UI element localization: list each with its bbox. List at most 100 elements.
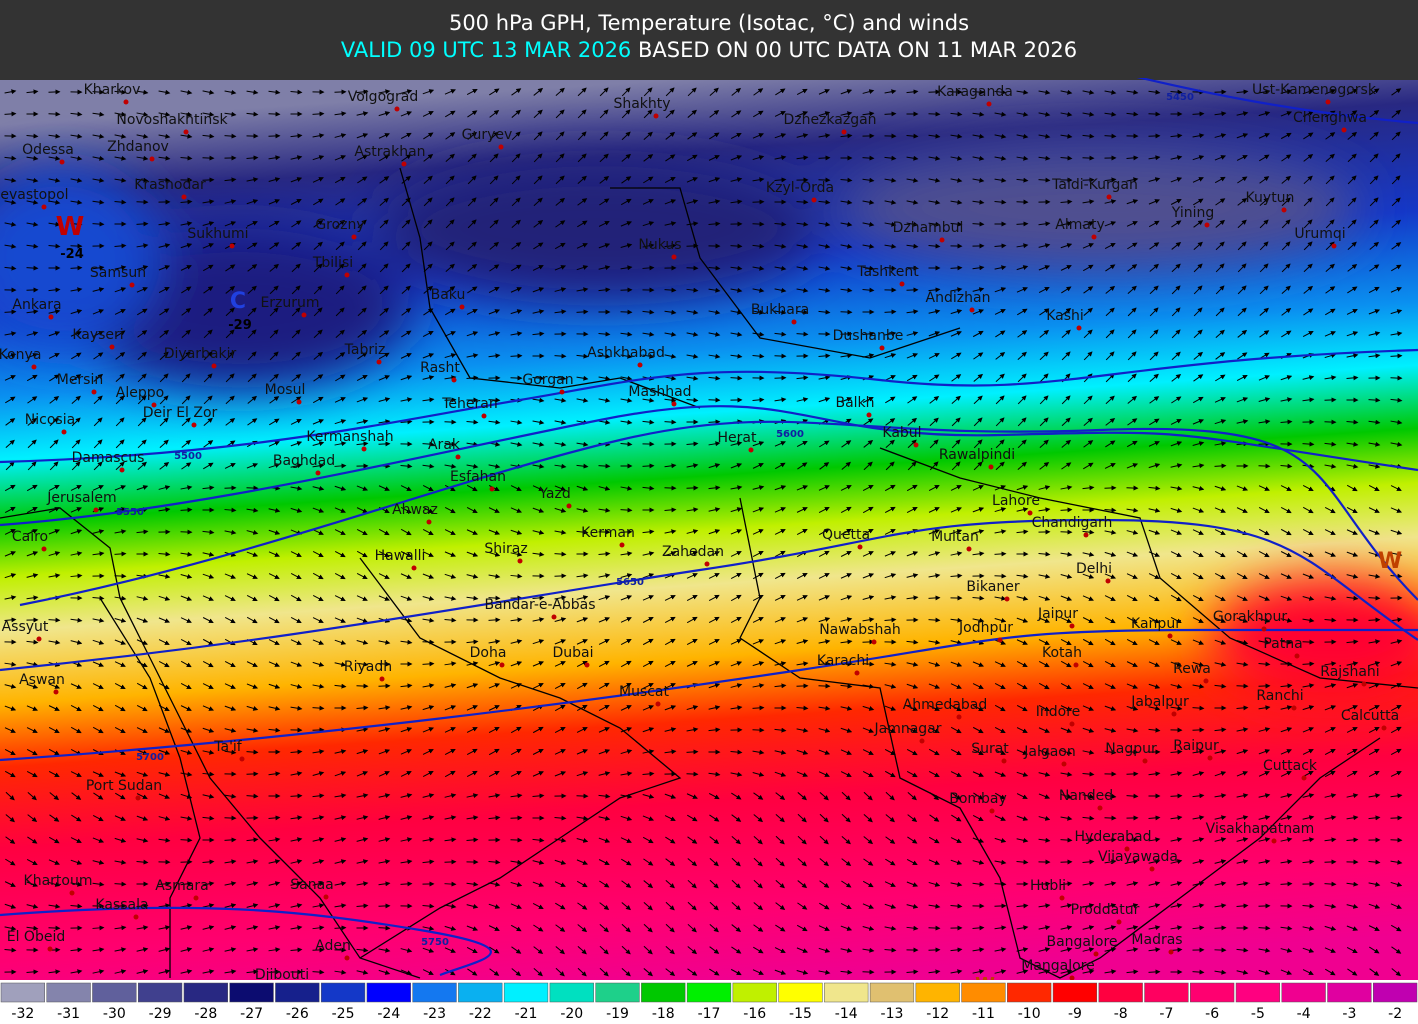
- wind-arrow: [114, 155, 127, 161]
- wind-arrow: [70, 177, 83, 183]
- wind-arrow: [752, 265, 765, 271]
- wind-arrow: [774, 111, 786, 117]
- wind-arrow: [467, 175, 477, 185]
- wind-arrow: [224, 221, 237, 227]
- wind-arrow: [1016, 89, 1029, 95]
- wind-arrow: [1369, 131, 1379, 141]
- city-dot: [181, 194, 187, 200]
- wind-arrow: [708, 155, 720, 161]
- wind-arrow: [489, 110, 500, 118]
- city-label: Hawalli: [375, 548, 426, 564]
- wind-arrow: [577, 131, 587, 141]
- wind-arrow: [378, 111, 391, 117]
- wind-arrow: [730, 265, 743, 271]
- legend-label: -16: [743, 1006, 766, 1022]
- wind-arrow: [202, 221, 215, 227]
- wind-arrow: [26, 265, 39, 271]
- wind-arrow: [752, 177, 765, 183]
- wind-arrow: [26, 133, 39, 139]
- wind-arrow: [1038, 133, 1051, 139]
- wind-arrow: [533, 242, 544, 250]
- city-label: Madras: [1131, 932, 1182, 948]
- legend-swatch: [412, 982, 457, 1003]
- city-dot: [986, 101, 992, 107]
- city-dot: [48, 314, 54, 320]
- legend-label: -30: [103, 1006, 126, 1022]
- wind-arrow: [928, 243, 941, 249]
- wind-arrow: [268, 220, 280, 228]
- wind-arrow: [906, 89, 919, 95]
- wind-arrow: [379, 219, 389, 229]
- city-dot: [451, 377, 457, 383]
- wind-arrow: [423, 175, 433, 185]
- wind-arrow: [335, 219, 345, 228]
- wind-arrow: [334, 176, 346, 184]
- legend-swatch: [1007, 982, 1052, 1003]
- wind-arrow: [290, 89, 303, 95]
- wind-arrow: [379, 263, 389, 273]
- wind-arrow: [532, 265, 544, 271]
- wind-arrow: [1303, 197, 1313, 207]
- city-label: Nicosia: [25, 412, 75, 428]
- wind-arrow: [423, 154, 434, 162]
- city-dot: [193, 895, 199, 901]
- legend-label: -21: [515, 1006, 538, 1022]
- wind-arrow: [4, 199, 17, 205]
- city-label: Aden: [315, 938, 351, 954]
- wind-arrow: [906, 243, 919, 249]
- city-dot: [1325, 99, 1331, 105]
- wind-arrow: [489, 131, 499, 141]
- wind-arrow: [643, 87, 653, 97]
- city-label: Samsun: [90, 265, 146, 281]
- legend-swatch: [46, 982, 91, 1003]
- wind-arrow: [92, 155, 105, 161]
- wind-arrow: [48, 155, 61, 161]
- legend-label: -22: [469, 1006, 492, 1022]
- wind-arrow: [1324, 881, 1337, 887]
- legend-label: -28: [194, 1006, 217, 1022]
- wind-arrow: [246, 155, 259, 161]
- wind-arrow: [576, 243, 588, 249]
- wind-arrow: [598, 463, 611, 469]
- wind-arrow: [1126, 89, 1139, 95]
- wind-arrow: [598, 221, 610, 227]
- wind-arrow: [906, 177, 919, 183]
- wind-arrow: [180, 221, 193, 227]
- city-dot: [351, 234, 357, 240]
- wind-arrow: [687, 132, 698, 140]
- wind-arrow: [1369, 153, 1379, 163]
- legend-swatch: [1235, 982, 1281, 1003]
- wind-arrow: [599, 198, 610, 206]
- city-label: Nagpur: [1105, 741, 1157, 757]
- wind-arrow: [1303, 219, 1313, 229]
- city-dot: [1361, 681, 1367, 687]
- wind-arrow: [313, 241, 323, 251]
- wind-arrow: [268, 111, 281, 117]
- legend-label: -18: [652, 1006, 675, 1022]
- city-dot: [1207, 755, 1213, 761]
- pressure-marker: C: [230, 289, 246, 314]
- city-label: Odessa: [22, 142, 74, 158]
- city-dot: [1168, 949, 1174, 955]
- wind-arrow: [378, 133, 390, 139]
- wind-arrow: [202, 243, 214, 249]
- city-dot: [296, 399, 302, 405]
- city-label: Kerman: [581, 525, 635, 541]
- wind-arrow: [180, 155, 193, 161]
- wind-arrow: [598, 265, 611, 271]
- wind-arrow: [378, 925, 391, 931]
- wind-arrow: [708, 221, 721, 227]
- wind-arrow: [1347, 153, 1357, 163]
- wind-arrow: [906, 221, 919, 227]
- city-dot: [1281, 207, 1287, 213]
- city-label: Indore: [1036, 704, 1081, 720]
- wind-arrow: [246, 199, 259, 205]
- wind-arrow: [752, 133, 764, 139]
- wind-arrow: [1303, 132, 1314, 140]
- wind-arrow: [708, 177, 721, 183]
- wind-arrow: [114, 243, 127, 249]
- contour-label: 5450: [1166, 92, 1194, 103]
- wind-arrow: [950, 221, 963, 227]
- wind-arrow: [511, 175, 521, 185]
- wind-arrow: [92, 221, 105, 227]
